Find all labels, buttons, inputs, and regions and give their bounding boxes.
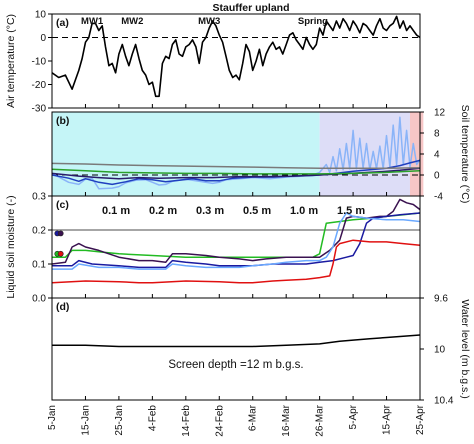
y-tick-label: 0 <box>40 33 46 44</box>
panel-label: (d) <box>56 301 69 313</box>
x-tick-label: 15-Jan <box>80 405 91 436</box>
legend-entry: 0.3 m <box>196 205 224 217</box>
series-line-c-5 <box>52 239 420 284</box>
chart-title: Stauffer upland <box>212 2 289 14</box>
y-tick-label: 0.2 <box>32 226 46 237</box>
x-tick-label: 15-Apr <box>382 404 393 435</box>
x-tick-label: 14-Feb <box>181 405 192 437</box>
y-tick-label: 8 <box>434 129 440 140</box>
y-tick-label: 10 <box>434 345 446 356</box>
x-tick-label: 6-Mar <box>248 404 259 431</box>
y-tick-label: -30 <box>32 104 47 115</box>
legend-entry: 1.0 m <box>290 205 318 217</box>
panel-label: (b) <box>56 115 69 127</box>
screen-depth-note: Screen depth =12 m b.g.s. <box>168 359 303 371</box>
event-annotation: MW3 <box>198 16 220 27</box>
x-tick-label: 26-Mar <box>315 404 326 436</box>
legend-entry: 0.2 m <box>149 205 177 217</box>
event-annotation: Spring <box>298 16 328 27</box>
event-annotation: MW2 <box>121 16 143 27</box>
series-group-b <box>52 116 420 190</box>
panel-label: (c) <box>56 199 69 211</box>
series-line-c-1 <box>52 212 420 258</box>
series-line-d-0 <box>52 334 420 348</box>
x-tick-label: 25-Apr <box>415 404 426 435</box>
background-period-0 <box>52 112 320 196</box>
x-tick-label: 4-Feb <box>147 405 158 432</box>
legend-entry: 0.1 m <box>102 205 130 217</box>
data-marker <box>57 230 64 237</box>
y-tick-label: 12 <box>434 108 446 119</box>
y-tick-label: 0 <box>434 171 440 182</box>
legend-entry: 1.5 m <box>337 205 365 217</box>
series-group-a <box>52 15 420 98</box>
y-tick-label: 10 <box>35 10 47 21</box>
y-tick-label: 0.3 <box>32 192 46 203</box>
panel-frame-a <box>51 13 421 109</box>
y-tick-label: 4 <box>434 150 440 161</box>
y-axis-label: Liquid soil moisture (-) <box>5 195 17 298</box>
y-axis-label: Water level (m b.g.s.) <box>459 299 471 398</box>
x-tick-label: 5-Apr <box>348 404 359 429</box>
series-group-c <box>52 198 420 284</box>
event-annotation: MW1 <box>81 16 104 27</box>
y-tick-label: 0.0 <box>32 294 46 305</box>
panel-label: (a) <box>56 17 69 29</box>
series-line-b-3 <box>52 168 420 175</box>
series-line-b-4 <box>52 162 420 169</box>
series-line-a-0 <box>52 15 420 98</box>
series-line-b-1 <box>52 159 420 186</box>
y-tick-label: -10 <box>32 57 47 68</box>
y-axis-label: Air temperature (°C) <box>5 14 17 108</box>
series-line-c-4 <box>52 212 420 270</box>
legend-entry: 0.5 m <box>243 205 271 217</box>
x-tick-label: 5-Jan <box>47 405 58 430</box>
data-marker <box>57 250 64 257</box>
y-tick-label: 0.1 <box>32 260 46 271</box>
x-tick-label: 25-Jan <box>114 405 125 436</box>
y-tick-label: 10.4 <box>434 396 454 407</box>
y-axis-label: Soil temperature (°C) <box>459 105 471 204</box>
y-tick-label: -20 <box>32 80 47 91</box>
y-tick-label: 9.6 <box>434 294 448 305</box>
x-tick-label: 16-Mar <box>281 404 292 436</box>
series-group-d <box>52 334 420 348</box>
plot-area: (a) 10 0 -10 -20 -30 Air temperature (°C) MW1 MW… <box>5 10 471 437</box>
y-tick-label: -4 <box>434 192 443 203</box>
panel-frame-d <box>51 297 421 401</box>
x-tick-label: 24-Feb <box>214 405 225 437</box>
